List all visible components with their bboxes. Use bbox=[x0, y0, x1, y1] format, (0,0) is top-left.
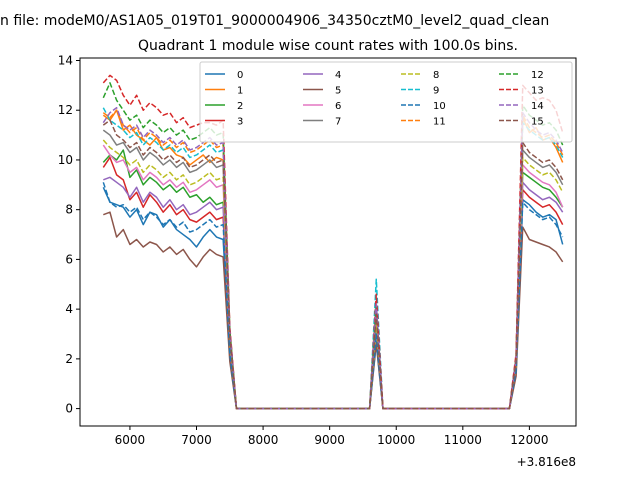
x-tick-label: 6000 bbox=[115, 433, 146, 447]
y-tick-label: 10 bbox=[58, 153, 73, 167]
legend-label-12: 12 bbox=[531, 70, 544, 81]
y-axis: 0 2 4 6 8 10 12 14 bbox=[58, 53, 80, 416]
legend-label-11: 11 bbox=[433, 117, 446, 128]
chart-title: Quadrant 1 module wise count rates with … bbox=[138, 38, 518, 54]
legend-label-4: 4 bbox=[335, 70, 341, 81]
y-tick-label: 14 bbox=[58, 53, 73, 67]
series-layer bbox=[102, 74, 564, 410]
y-tick-label: 0 bbox=[65, 402, 73, 416]
figure-suptitle: n file: modeM0/AS1A05_019T01_9000004906_… bbox=[0, 13, 549, 29]
legend-label-6: 6 bbox=[335, 101, 341, 112]
x-tick-label: 7000 bbox=[181, 433, 212, 447]
legend-box bbox=[199, 61, 573, 143]
y-tick-label: 4 bbox=[65, 302, 73, 316]
legend-label-8: 8 bbox=[433, 70, 439, 81]
legend-label-5: 5 bbox=[335, 86, 341, 97]
x-tick-label: 12000 bbox=[510, 433, 548, 447]
x-offset-label: +3.816e8 bbox=[517, 455, 576, 469]
y-tick-label: 12 bbox=[58, 103, 73, 117]
legend-label-7: 7 bbox=[335, 117, 341, 128]
y-tick-label: 8 bbox=[65, 203, 73, 217]
x-tick-label: 11000 bbox=[444, 433, 482, 447]
legend-label-9: 9 bbox=[433, 86, 439, 97]
series-line-15 bbox=[102, 119, 564, 410]
x-tick-label: 8000 bbox=[248, 433, 279, 447]
legend-label-13: 13 bbox=[531, 86, 544, 97]
x-axis: 6000 7000 8000 9000 10000 11000 12000 bbox=[115, 426, 548, 447]
legend-label-3: 3 bbox=[237, 117, 243, 128]
legend-label-0: 0 bbox=[237, 70, 243, 81]
legend-label-10: 10 bbox=[433, 101, 446, 112]
x-tick-label: 10000 bbox=[377, 433, 415, 447]
x-tick-label: 9000 bbox=[314, 433, 345, 447]
y-tick-label: 6 bbox=[65, 252, 73, 266]
legend-label-1: 1 bbox=[237, 86, 243, 97]
legend-label-14: 14 bbox=[531, 101, 544, 112]
y-tick-label: 2 bbox=[65, 352, 73, 366]
legend-label-15: 15 bbox=[531, 117, 544, 128]
legend-label-2: 2 bbox=[237, 101, 243, 112]
